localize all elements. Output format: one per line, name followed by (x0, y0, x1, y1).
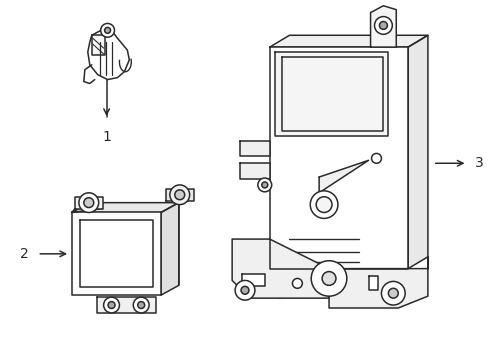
Circle shape (79, 193, 98, 212)
Polygon shape (232, 239, 329, 298)
Circle shape (235, 280, 255, 300)
Polygon shape (75, 197, 102, 208)
Polygon shape (270, 35, 428, 47)
Circle shape (311, 261, 347, 296)
Polygon shape (90, 203, 179, 285)
Circle shape (262, 182, 268, 188)
Circle shape (310, 191, 338, 219)
Polygon shape (72, 203, 179, 212)
Polygon shape (242, 274, 265, 286)
Polygon shape (408, 35, 428, 269)
Circle shape (322, 271, 336, 285)
Circle shape (100, 23, 115, 37)
Circle shape (133, 297, 149, 313)
Polygon shape (275, 52, 389, 136)
Circle shape (175, 190, 185, 200)
Polygon shape (240, 163, 270, 179)
Polygon shape (240, 141, 270, 156)
Text: 1: 1 (102, 130, 111, 144)
Circle shape (374, 17, 392, 34)
Polygon shape (92, 35, 104, 55)
Circle shape (293, 278, 302, 288)
Circle shape (379, 22, 388, 30)
Polygon shape (319, 160, 368, 193)
Circle shape (241, 286, 249, 294)
Polygon shape (270, 47, 408, 269)
Polygon shape (88, 28, 129, 80)
Circle shape (104, 27, 111, 33)
Circle shape (84, 198, 94, 208)
Circle shape (371, 153, 381, 163)
Polygon shape (166, 189, 194, 201)
Polygon shape (97, 297, 156, 313)
Polygon shape (72, 212, 161, 295)
Text: 3: 3 (475, 156, 484, 170)
Text: 2: 2 (20, 247, 29, 261)
Circle shape (138, 302, 145, 309)
Circle shape (389, 288, 398, 298)
Circle shape (170, 185, 190, 204)
Circle shape (381, 282, 405, 305)
Circle shape (108, 302, 115, 309)
Circle shape (103, 297, 120, 313)
Polygon shape (329, 257, 428, 308)
Polygon shape (80, 220, 153, 287)
Polygon shape (161, 203, 179, 295)
Polygon shape (370, 6, 396, 47)
Circle shape (258, 178, 271, 192)
Polygon shape (368, 276, 378, 290)
Circle shape (316, 197, 332, 212)
